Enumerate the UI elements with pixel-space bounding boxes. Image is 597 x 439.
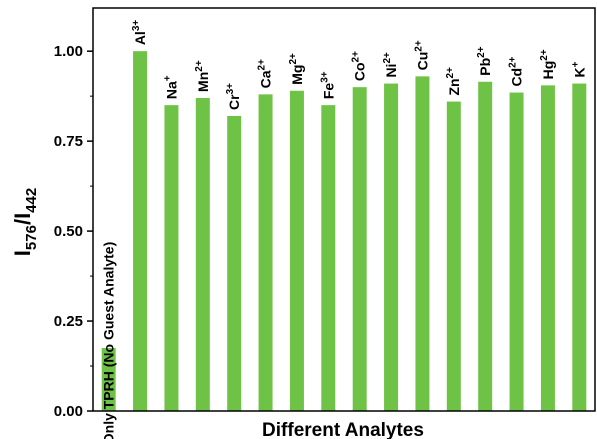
y-tick-label-0: 0.00 bbox=[54, 403, 83, 420]
bar-label-12: Zn2+ bbox=[445, 67, 462, 96]
bar-5 bbox=[227, 115, 242, 411]
bar-11 bbox=[415, 76, 430, 412]
bar-label-base: Fe bbox=[320, 83, 336, 100]
axes-group: 0.00 0.25 0.50 0.75 1.00 bbox=[54, 7, 596, 420]
bar-label-base: Only TPRH (No Guest Analyte) bbox=[101, 242, 117, 439]
bar-label-base: Al bbox=[132, 31, 148, 45]
bar-3 bbox=[164, 105, 179, 412]
bar-label-16: K+ bbox=[570, 61, 587, 77]
bar-label-superscript: 3+ bbox=[225, 83, 236, 95]
bar-13 bbox=[478, 81, 493, 411]
y-axis-title-sub1: 576 bbox=[23, 225, 40, 250]
bar-label-8: Fe3+ bbox=[319, 71, 336, 99]
bar-label-base: Co bbox=[352, 62, 368, 81]
bar-label-base: Ca bbox=[258, 70, 274, 88]
bar-label-superscript: 2+ bbox=[413, 40, 424, 52]
bar-1 bbox=[101, 348, 116, 411]
y-axis-title-slash: /I bbox=[10, 213, 35, 225]
y-axis-title-base: I bbox=[10, 250, 35, 256]
bar-label-10: Ni2+ bbox=[382, 52, 399, 78]
bar-label-superscript: 2+ bbox=[539, 49, 550, 61]
bar-label-superscript: + bbox=[570, 61, 581, 67]
bar-label-base: Mn bbox=[195, 72, 211, 92]
bar-label-base: Cd bbox=[509, 68, 525, 87]
x-axis-title: Different Analytes bbox=[262, 420, 424, 439]
bar-label-superscript: 2+ bbox=[508, 56, 519, 68]
bar-14 bbox=[509, 92, 524, 411]
bar-label-base: Na bbox=[163, 81, 179, 99]
bar-label-5: Cr3+ bbox=[225, 83, 242, 110]
bar-12 bbox=[446, 101, 461, 412]
bar-7 bbox=[289, 90, 304, 411]
bar-label-4: Mn2+ bbox=[194, 60, 211, 92]
bars-group bbox=[101, 51, 587, 412]
bar-4 bbox=[195, 97, 210, 412]
bar-16 bbox=[572, 83, 587, 411]
y-tick-label-3: 0.75 bbox=[54, 133, 83, 150]
bar-label-superscript: 2+ bbox=[445, 67, 456, 79]
bar-label-base: Ni bbox=[383, 64, 399, 78]
bar-label-base: Mg bbox=[289, 65, 305, 85]
bar-label-11: Cu2+ bbox=[413, 40, 430, 70]
bar-label-base: Zn bbox=[446, 78, 462, 95]
bar-label-superscript: 3+ bbox=[319, 71, 330, 83]
bar-label-1: Only TPRH (No Guest Analyte) bbox=[101, 242, 117, 439]
y-tick-label-4: 1.00 bbox=[54, 43, 83, 60]
bar-label-superscript: + bbox=[162, 75, 173, 81]
bar-6 bbox=[258, 94, 273, 412]
bar-15 bbox=[540, 85, 555, 412]
bar-label-superscript: 2+ bbox=[288, 53, 299, 65]
bar-label-superscript: 2+ bbox=[476, 46, 487, 58]
bar-2 bbox=[133, 51, 148, 412]
bar-label-superscript: 2+ bbox=[257, 59, 268, 71]
bar-9 bbox=[352, 87, 367, 411]
bar-label-superscript: 2+ bbox=[351, 51, 362, 63]
bar-label-base: Cu bbox=[414, 52, 430, 71]
y-axis-title: I576/I442 bbox=[10, 188, 40, 256]
bar-label-base: Pb bbox=[477, 58, 493, 76]
bar-label-base: K bbox=[571, 67, 587, 77]
bar-label-13: Pb2+ bbox=[476, 46, 493, 75]
bar-label-7: Mg2+ bbox=[288, 53, 305, 85]
bar-label-14: Cd2+ bbox=[508, 56, 525, 86]
bar-label-9: Co2+ bbox=[351, 51, 368, 81]
bar-label-superscript: 2+ bbox=[194, 60, 205, 72]
bar-label-base: Cr bbox=[226, 94, 242, 110]
bar-label-base: Hg bbox=[540, 61, 556, 80]
y-tick-label-2: 0.50 bbox=[54, 223, 83, 240]
y-axis-title-sub2: 442 bbox=[23, 188, 40, 213]
bar-label-6: Ca2+ bbox=[257, 59, 274, 88]
bar-8 bbox=[321, 105, 336, 412]
bar-label-superscript: 2+ bbox=[382, 52, 393, 64]
y-tick-label-1: 0.25 bbox=[54, 313, 83, 330]
bar-label-3: Na+ bbox=[162, 75, 179, 99]
bar-label-2: Al3+ bbox=[131, 20, 148, 46]
bar-label-15: Hg2+ bbox=[539, 49, 556, 79]
bar-labels-group: Only TPRH (No Guest Analyte)Al3+Na+ Mn2+C… bbox=[101, 20, 588, 439]
plot-frame bbox=[92, 7, 596, 412]
bar-10 bbox=[384, 83, 399, 411]
bar-label-superscript: 3+ bbox=[131, 20, 142, 32]
